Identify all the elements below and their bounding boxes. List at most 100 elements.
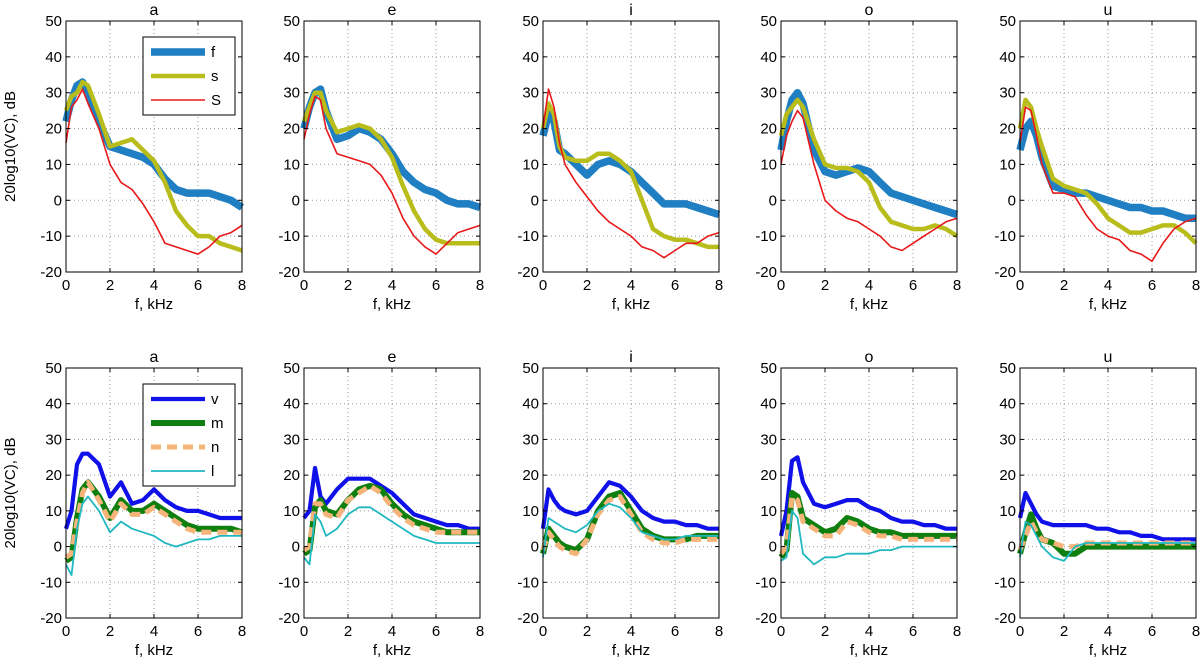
bottom-i-xtick-label: 4 [627,623,635,640]
top-e-ytick-label: -10 [278,228,300,245]
top-a-ytick-label: 0 [54,192,62,209]
top-a-ytick-label: 20 [45,121,62,138]
top-a-xtick-label: 4 [150,277,158,294]
top-e-series-s [301,90,480,246]
bottom-i-series-n [540,494,719,557]
bottom-i-xtick-label: 2 [583,623,591,640]
bottom-e-ytick-label: -20 [278,610,300,627]
bottom-a-series-l [65,495,242,576]
bottom-o-series-m [778,490,957,560]
bottom-o-xtick-label: 6 [909,623,917,640]
bottom-u-xlabel: f, kHz [1089,642,1127,659]
bottom-a-xtick-label: 6 [194,623,202,640]
bottom-u-ytick-label: -10 [994,574,1016,591]
bottom-u-ytick-label: 0 [1008,539,1016,556]
top-u-ytick-label: 0 [1008,192,1016,209]
bottom-i-ytick-label: 50 [522,360,539,377]
bottom-e-subplot: 0 2 4 6 8 -20 -10 0 10 20 30 40 50 e f, kHz [278,349,484,659]
bottom-u-xtick-label: 4 [1104,623,1112,640]
top-o-ytick-label: 20 [760,121,777,138]
top-legend: fsS [142,36,236,116]
top-i-xtick-label: 8 [715,277,723,294]
top-e-series-S [303,95,481,255]
bottom-e-xtick-label: 0 [300,623,308,640]
bottom-u-subplot: 0 2 4 6 8 -20 -10 0 10 20 30 40 50 u f, kHz [994,349,1200,659]
top-u-xtick-label: 0 [1016,277,1024,294]
bottom-a-series-v [63,451,242,530]
bottom-e-series-v [302,465,480,531]
top-a-ytick-label: 50 [45,13,62,30]
bottom-a-ytick-label: -10 [40,574,62,591]
bottom-e-xlabel: f, kHz [373,642,411,659]
top-a-ytick-label: 30 [45,85,62,102]
top-e-ytick-label: 0 [292,192,300,209]
top-o-title: o [865,2,874,19]
top-legend-label-S: S [211,92,221,109]
bottom-a-ytick-label: 30 [45,431,62,448]
bottom-i-ytick-label: -20 [517,610,539,627]
bottom-e-series-m [302,482,480,557]
top-o-ytick-label: 50 [760,13,777,30]
top-u-ytick-label: 10 [999,156,1016,173]
bottom-o-series-v [778,455,957,537]
top-u-subplot: 0 2 4 6 8 -20 -10 0 10 20 30 40 50 u f, kHz [994,2,1200,313]
top-u-series-S [1019,106,1197,263]
top-o-xtick-label: 8 [953,277,961,294]
top-a-xtick-label: 2 [106,277,114,294]
top-a-series-S [65,88,243,255]
bottom-i-ytick-label: 10 [522,503,539,520]
top-o-xtick-label: 4 [865,277,873,294]
bottom-o-series-l [780,509,957,566]
bottom-u-ytick-label: 50 [999,360,1016,377]
top-i-xtick-label: 0 [539,277,547,294]
top-i-xtick-label: 4 [627,277,635,294]
top-e-xtick-label: 0 [300,277,308,294]
bottom-o-subplot: 0 2 4 6 8 -20 -10 0 10 20 30 40 50 o f, kHz [755,349,961,659]
bottom-i-xtick-label: 8 [715,623,723,640]
top-e-xtick-label: 2 [344,277,352,294]
bottom-o-ytick-label: -20 [755,610,777,627]
bottom-e-series-l [303,506,480,566]
top-i-ytick-label: 50 [522,13,539,30]
top-e-ytick-label: -20 [278,264,300,281]
bottom-o-ytick-label: 50 [760,360,777,377]
bottom-legend-label-m: m [211,415,224,432]
bottom-a-xtick-label: 0 [62,623,70,640]
bottom-o-xtick-label: 8 [953,623,961,640]
bottom-u-series-l [1019,520,1196,562]
top-o-ytick-label: 10 [760,156,777,173]
top-u-series-s [1017,97,1198,245]
top-i-ytick-label: 30 [522,85,539,102]
top-i-ytick-label: 40 [522,49,539,66]
bottom-i-xlabel: f, kHz [612,642,650,659]
top-e-xtick-label: 8 [476,277,484,294]
top-o-ytick-label: -20 [755,264,777,281]
top-u-xlabel: f, kHz [1089,296,1127,313]
top-o-series-f [777,88,959,219]
bottom-u-title: u [1104,349,1113,366]
bottom-i-ytick-label: 30 [522,431,539,448]
bottom-i-xtick-label: 0 [539,623,547,640]
top-e-xtick-label: 4 [388,277,396,294]
top-e-ytick-label: 10 [283,156,300,173]
top-u-xtick-label: 6 [1148,277,1156,294]
top-o-xtick-label: 2 [821,277,829,294]
top-e-ytick-label: 40 [283,49,300,66]
top-a-ytick-label: -10 [40,228,62,245]
top-e-xtick-label: 6 [432,277,440,294]
bottom-o-xtick-label: 2 [821,623,829,640]
top-u-xtick-label: 2 [1060,277,1068,294]
bottom-e-ytick-label: 10 [283,503,300,520]
top-e-ytick-label: 50 [283,13,300,30]
top-a-xlabel: f, kHz [135,296,173,313]
top-i-axes-frame [542,20,720,273]
bottom-i-ytick-label: -10 [517,574,539,591]
bottom-u-xtick-label: 0 [1016,623,1024,640]
bottom-e-ytick-label: 20 [283,467,300,484]
bottom-o-xtick-label: 4 [865,623,873,640]
bottom-a-xlabel: f, kHz [135,642,173,659]
top-i-title: i [629,2,633,19]
top-i-ytick-label: -20 [517,264,539,281]
